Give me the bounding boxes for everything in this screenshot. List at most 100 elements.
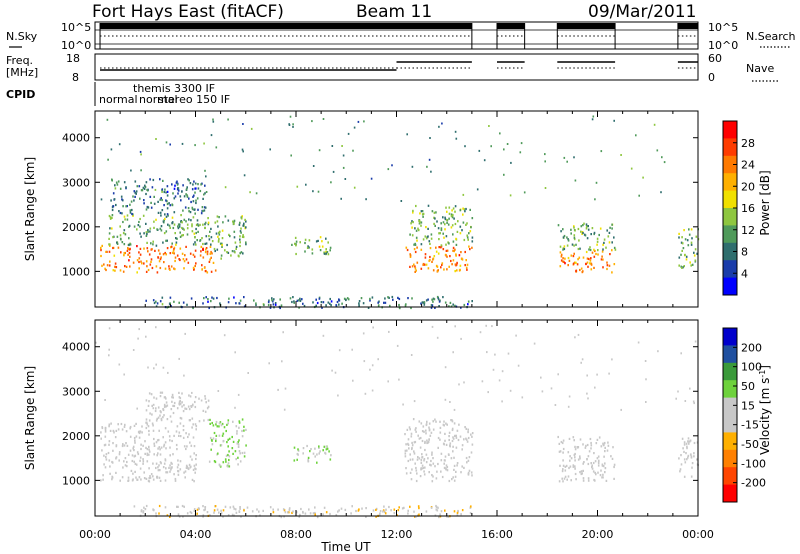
data-cell	[418, 457, 421, 460]
data-cell	[183, 228, 185, 231]
data-cell	[183, 195, 186, 198]
data-cell	[460, 471, 462, 474]
data-cell	[415, 229, 418, 232]
noise-bar	[497, 23, 525, 29]
data-cell	[435, 508, 438, 511]
data-cell	[307, 456, 310, 459]
data-cell	[104, 435, 107, 438]
scatter-cell	[100, 198, 103, 201]
data-cell	[148, 253, 151, 256]
data-cell	[156, 476, 158, 479]
data-cell	[183, 404, 185, 407]
data-cell	[195, 187, 197, 190]
data-cell	[111, 227, 113, 230]
scatter-cell	[155, 326, 157, 329]
data-cell	[421, 464, 424, 467]
data-cell	[388, 505, 390, 509]
scatter-cell	[243, 174, 246, 177]
data-cell	[582, 477, 585, 480]
data-cell	[434, 224, 436, 227]
data-cell	[436, 220, 438, 223]
data-cell	[427, 267, 430, 270]
data-cell	[428, 471, 430, 474]
data-cell	[128, 243, 130, 246]
data-cell	[435, 246, 437, 249]
data-cell	[228, 465, 231, 468]
data-cell	[151, 413, 153, 416]
data-cell	[164, 213, 166, 216]
data-cell	[452, 445, 454, 448]
data-cell	[471, 474, 473, 477]
data-cell	[232, 420, 234, 423]
data-cell	[420, 243, 423, 246]
data-cell	[430, 506, 433, 509]
data-cell	[193, 194, 195, 197]
data-cell	[596, 237, 599, 240]
data-cell	[467, 459, 470, 462]
data-cell	[430, 464, 432, 467]
scatter-cell	[311, 120, 313, 123]
data-cell	[134, 462, 137, 465]
data-cell	[582, 469, 584, 472]
data-cell	[329, 246, 332, 249]
scatter-cell	[351, 348, 353, 351]
data-cell	[567, 256, 570, 260]
data-cell	[182, 258, 185, 261]
scatter-cell	[365, 198, 367, 201]
data-cell	[192, 423, 194, 426]
data-cell	[221, 422, 224, 426]
data-cell	[432, 300, 434, 303]
data-cell	[434, 217, 436, 220]
data-cell	[695, 235, 698, 238]
data-cell	[210, 236, 213, 239]
data-cell	[205, 242, 208, 245]
velocity-data	[95, 324, 699, 519]
data-cell	[303, 304, 306, 308]
data-cell	[297, 448, 299, 451]
data-cell	[580, 225, 583, 228]
data-cell	[425, 461, 428, 464]
data-cell	[155, 397, 158, 400]
data-cell	[129, 243, 132, 246]
data-cell	[153, 195, 155, 198]
data-cell	[139, 197, 141, 200]
data-cell	[463, 303, 466, 307]
scatter-cell	[250, 127, 253, 130]
scatter-cell	[544, 187, 547, 189]
data-cell	[158, 446, 161, 449]
data-cell	[202, 409, 205, 412]
data-cell	[180, 417, 183, 420]
scatter-cell	[167, 371, 169, 374]
data-cell	[176, 180, 178, 183]
data-cell	[437, 227, 440, 230]
scatter-cell	[391, 164, 393, 167]
data-cell	[233, 219, 236, 222]
data-cell	[104, 443, 107, 446]
data-cell	[123, 215, 126, 218]
data-cell	[239, 460, 242, 463]
scatter-cell	[108, 354, 110, 357]
data-cell	[159, 257, 162, 261]
data-cell	[150, 260, 152, 263]
data-cell	[443, 420, 445, 423]
data-cell	[601, 464, 604, 467]
data-cell	[138, 267, 140, 270]
data-cell	[152, 478, 155, 481]
data-cell	[580, 470, 583, 473]
data-cell	[191, 206, 194, 209]
scatter-cell	[675, 397, 677, 400]
data-cell	[437, 506, 439, 509]
data-cell	[188, 218, 190, 221]
data-cell	[357, 509, 360, 512]
data-cell	[442, 221, 445, 224]
colorbar-swatch	[723, 415, 737, 433]
data-cell	[572, 262, 575, 265]
data-cell	[200, 250, 202, 253]
data-cell	[148, 453, 150, 456]
data-cell	[157, 438, 160, 442]
data-cell	[401, 507, 404, 510]
data-cell	[165, 401, 168, 404]
data-cell	[100, 437, 102, 440]
data-cell	[165, 471, 167, 474]
data-cell	[255, 302, 257, 305]
